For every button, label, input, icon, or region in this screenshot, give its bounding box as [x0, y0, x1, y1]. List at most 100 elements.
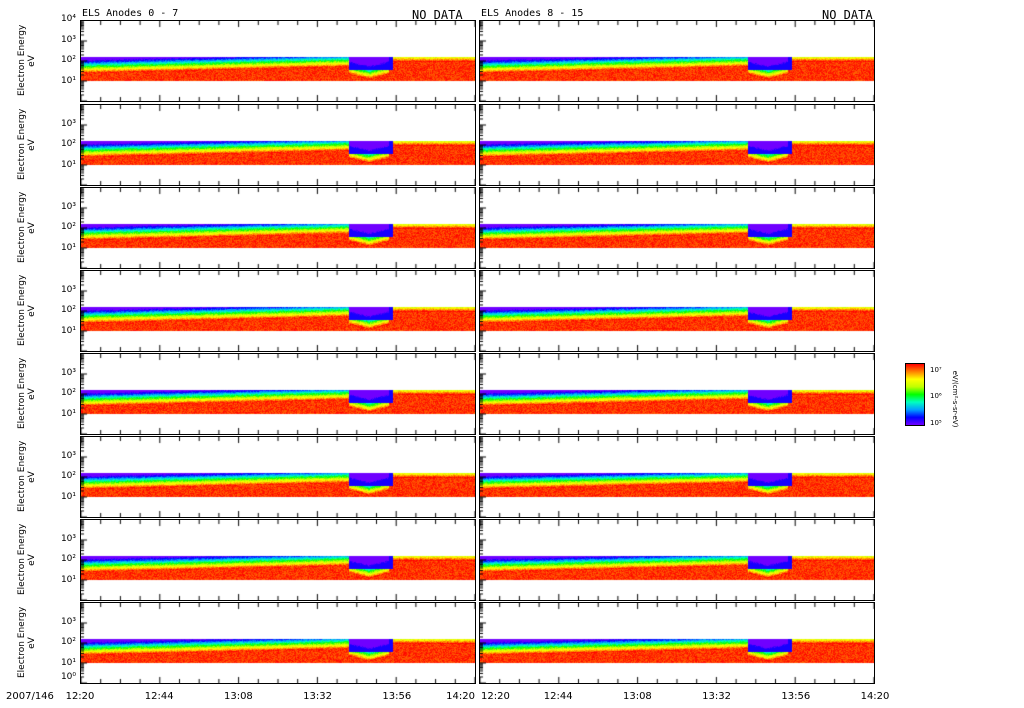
y-axis-title: Electron Energy — [17, 24, 27, 96]
y-tick-label: 10² — [60, 471, 76, 481]
colorbar-label: eV/(cm²-s-sr-eV) — [951, 370, 959, 428]
y-tick-label: 10³ — [60, 367, 76, 378]
spectrogram-panel — [80, 519, 476, 601]
y-axis-title: Electron Energy — [17, 274, 27, 346]
x-tick-label: 13:08 — [622, 691, 652, 702]
y-tick-label: 10¹ — [60, 408, 76, 419]
y-axis-label: Electron Energy eV — [17, 606, 37, 678]
x-tick-label: 13:32 — [303, 691, 333, 702]
y-axis-title: Electron Energy — [17, 108, 27, 180]
spectrogram-heatmap — [81, 354, 475, 434]
y-tick-label: 10³ — [60, 284, 76, 295]
spectrogram-panel — [479, 270, 875, 352]
spectrogram-heatmap — [81, 520, 475, 600]
x-tick-label: 13:08 — [223, 691, 253, 702]
y-tick-label: 10² — [60, 637, 76, 647]
spectrogram-panel — [479, 353, 875, 435]
spectrogram-heatmap — [81, 603, 475, 683]
spectrogram-panel — [479, 187, 875, 269]
spectrogram-panel — [80, 436, 476, 518]
y-axis-title: Electron Energy — [17, 191, 27, 263]
spectrogram-heatmap — [81, 105, 475, 185]
spectrogram-panel — [479, 436, 875, 518]
y-axis-label: Electron Energy eV — [17, 523, 37, 595]
y-axis-title: Electron Energy — [17, 606, 27, 678]
spectrogram-panel — [80, 602, 476, 684]
y-tick-label: 10¹ — [60, 574, 76, 585]
x-tick-label: 13:56 — [382, 691, 412, 702]
y-axis-unit: eV — [27, 139, 37, 151]
x-tick-label: 14:20 — [860, 691, 890, 702]
y-tick-label: 10¹ — [60, 491, 76, 502]
y-tick-label: 10³ — [60, 616, 76, 627]
y-axis-label: Electron Energy eV — [17, 357, 37, 429]
y-tick-label: 10² — [60, 554, 76, 564]
y-axis-title: Electron Energy — [17, 523, 27, 595]
y-tick-label: 10³ — [60, 450, 76, 461]
spectrogram-heatmap — [480, 188, 874, 268]
y-axis-unit: eV — [27, 55, 37, 67]
y-tick-label: 10¹ — [60, 75, 76, 86]
y-axis-label: Electron Energy eV — [17, 108, 37, 180]
y-tick-label: 10⁴ — [60, 14, 76, 24]
date-label: 2007/146 — [6, 691, 54, 702]
y-tick-label: 10¹ — [60, 657, 76, 668]
spectrogram-panel — [80, 104, 476, 186]
y-axis-title: Electron Energy — [17, 357, 27, 429]
y-tick-label: 10³ — [60, 201, 76, 212]
spectrogram-heatmap — [480, 603, 874, 683]
spectrogram-panel — [479, 519, 875, 601]
spectrogram-heatmap — [81, 271, 475, 351]
colorbar-tick: 10⁷ — [930, 366, 942, 374]
y-tick-label: 10² — [60, 222, 76, 232]
spectrogram-heatmap — [81, 188, 475, 268]
y-tick-label: 10¹ — [60, 242, 76, 253]
x-tick-label: 12:44 — [543, 691, 573, 702]
x-tick-label: 12:44 — [144, 691, 174, 702]
spectrogram-heatmap — [81, 21, 475, 101]
colorbar-tick: 10⁵ — [930, 419, 942, 427]
y-tick-label: 10² — [60, 139, 76, 149]
y-axis-unit: eV — [27, 305, 37, 317]
spectrogram-heatmap — [480, 437, 874, 517]
spectrogram-panel — [80, 20, 476, 102]
y-axis-unit: eV — [27, 637, 37, 649]
left-no-data-label: NO DATA — [412, 8, 463, 22]
spectrogram-panel — [80, 187, 476, 269]
y-tick-label: 10² — [60, 305, 76, 315]
spectrogram-heatmap — [480, 354, 874, 434]
y-axis-unit: eV — [27, 388, 37, 400]
spectrogram-panel — [479, 20, 875, 102]
y-axis-unit: eV — [27, 554, 37, 566]
spectrogram-heatmap — [480, 271, 874, 351]
colorbar-tick: 10⁶ — [930, 392, 942, 400]
spectrogram-panel — [80, 353, 476, 435]
spectrogram-heatmap — [480, 520, 874, 600]
y-tick-label: 10¹ — [60, 325, 76, 336]
y-axis-title: Electron Energy — [17, 440, 27, 512]
y-axis-unit: eV — [27, 222, 37, 234]
y-tick-label: 10³ — [60, 34, 76, 45]
y-tick-label: 10² — [60, 388, 76, 398]
spectrogram-heatmap — [81, 437, 475, 517]
y-tick-label: 10¹ — [60, 159, 76, 170]
spectrogram-panel — [479, 104, 875, 186]
x-tick-label: 12:20 — [65, 691, 95, 702]
spectrogram-heatmap — [480, 105, 874, 185]
y-axis-label: Electron Energy eV — [17, 191, 37, 263]
spectrogram-panel — [479, 602, 875, 684]
y-axis-label: Electron Energy eV — [17, 24, 37, 96]
y-tick-label: 10³ — [60, 533, 76, 544]
x-tick-label: 13:32 — [702, 691, 732, 702]
colorbar — [905, 363, 925, 426]
y-tick-label: 10² — [60, 55, 76, 65]
x-tick-label: 13:56 — [781, 691, 811, 702]
x-tick-label: 12:20 — [481, 691, 510, 702]
y-axis-label: Electron Energy eV — [17, 440, 37, 512]
left-column-title: ELS Anodes 0 - 7 — [82, 8, 179, 19]
x-tick-label: 14:20 — [446, 691, 475, 702]
y-axis-unit: eV — [27, 471, 37, 483]
right-column-title: ELS Anodes 8 - 15 — [481, 8, 584, 19]
right-no-data-label: NO DATA — [822, 8, 873, 22]
